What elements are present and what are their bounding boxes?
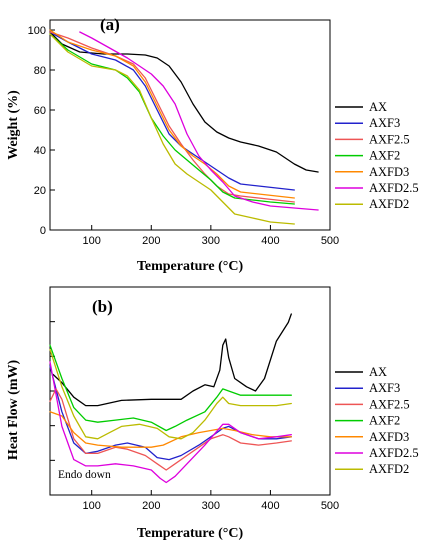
legend-label-axfd3-b: AXFD3 <box>369 430 409 444</box>
legend-label-axfd3-a: AXFD3 <box>369 165 409 179</box>
y-tick-label-a: 60 <box>34 105 46 117</box>
legend-b: AX AXF3 AXF2.5 AXF2 AXFD3 AXFD2.5 AXFD2 <box>335 365 419 476</box>
panel-a-tga: (a) Temperature (°C) Weight (%) 100 200 30… <box>6 15 419 274</box>
legend-label-axf2-a: AXF2 <box>369 149 400 163</box>
series-line-axf2-a <box>49 33 295 205</box>
x-axis-title-b: Temperature (°C) <box>137 526 244 541</box>
y-axis-title-a: Weight (%) <box>6 90 21 160</box>
series-line-axf3-a <box>49 31 295 191</box>
series-line-axfd2-5-a <box>79 31 319 211</box>
legend-label-axf2-b: AXF2 <box>369 414 400 428</box>
y-tick-label-a: 20 <box>34 185 46 197</box>
series-line-axfd2-5-b <box>49 361 292 484</box>
x-tick-label-b: 400 <box>261 500 279 512</box>
legend-label-axf3-b: AXF3 <box>369 381 400 395</box>
x-tick-label-a: 300 <box>202 235 220 247</box>
series-line-ax-b <box>52 313 292 407</box>
legend-label-axfd2-a: AXFD2 <box>369 197 409 211</box>
series-line-axf2-5-a <box>49 31 295 203</box>
series-group-b <box>49 313 292 484</box>
x-tick-label-b: 500 <box>321 500 339 512</box>
legend-label-axfd2-b: AXFD2 <box>369 462 409 476</box>
series-line-axfd2-b <box>49 348 292 440</box>
x-tick-label-a: 200 <box>142 235 160 247</box>
x-tick-label-a: 100 <box>83 235 101 247</box>
series-group-a <box>49 29 319 225</box>
series-line-axf2-5-b <box>49 388 292 471</box>
panel-b-dsc: (b) Temperature (°C) Heat Flow (mW) Endo… <box>6 286 419 541</box>
x-tick-label-a: 500 <box>321 235 339 247</box>
panel-label-a: (a) <box>100 15 120 34</box>
y-tick-label-a: 0 <box>40 225 46 237</box>
series-line-ax-a <box>49 31 319 173</box>
y-axis-title-b: Heat Flow (mW) <box>6 360 21 461</box>
y-tick-label-a: 80 <box>34 65 46 77</box>
legend-label-axfd2-5-a: AXFD2.5 <box>369 181 419 195</box>
x-tick-label-b: 100 <box>83 500 101 512</box>
y-tick-label-a: 100 <box>28 25 46 37</box>
legend-label-axf2-5-a: AXF2.5 <box>369 132 410 146</box>
legend-label-axf2-5-b: AXF2.5 <box>369 397 410 411</box>
series-line-axf2-b <box>49 344 292 432</box>
x-tick-label-b: 300 <box>202 500 220 512</box>
x-tick-label-a: 400 <box>261 235 279 247</box>
plot-frame-a <box>49 19 331 231</box>
plot-frame-b <box>49 286 331 496</box>
ticks-a: 100 200 300 400 500 0 20 40 60 80 100 <box>28 25 340 247</box>
y-tick-label-a: 40 <box>34 145 46 157</box>
legend-label-axf3-a: AXF3 <box>369 116 400 130</box>
series-line-axfd2-a <box>49 33 295 225</box>
legend-label-ax-a: AX <box>369 100 387 114</box>
ticks-b: 100 200 300 400 500 <box>50 321 339 512</box>
series-line-axf3-b <box>49 365 292 461</box>
annotation-endo-down: Endo down <box>58 469 111 481</box>
legend-label-ax-b: AX <box>369 365 387 379</box>
series-line-axfd3-a <box>49 29 295 199</box>
x-tick-label-b: 200 <box>142 500 160 512</box>
panel-label-b: (b) <box>92 297 113 316</box>
series-line-axfd3-b <box>49 411 292 448</box>
legend-a: AX AXF3 AXF2.5 AXF2 AXFD3 AXFD2.5 AXFD2 <box>335 100 419 211</box>
x-axis-title-a: Temperature (°C) <box>137 259 244 274</box>
legend-label-axfd2-5-b: AXFD2.5 <box>369 446 419 460</box>
